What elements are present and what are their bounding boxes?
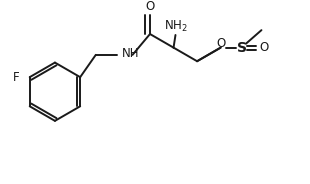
Text: S: S (237, 41, 247, 55)
Text: O: O (216, 37, 225, 50)
Text: O: O (145, 0, 155, 13)
Text: O: O (259, 41, 269, 54)
Text: NH: NH (122, 47, 139, 60)
Text: NH$_2$: NH$_2$ (164, 19, 187, 34)
Text: F: F (13, 71, 20, 84)
